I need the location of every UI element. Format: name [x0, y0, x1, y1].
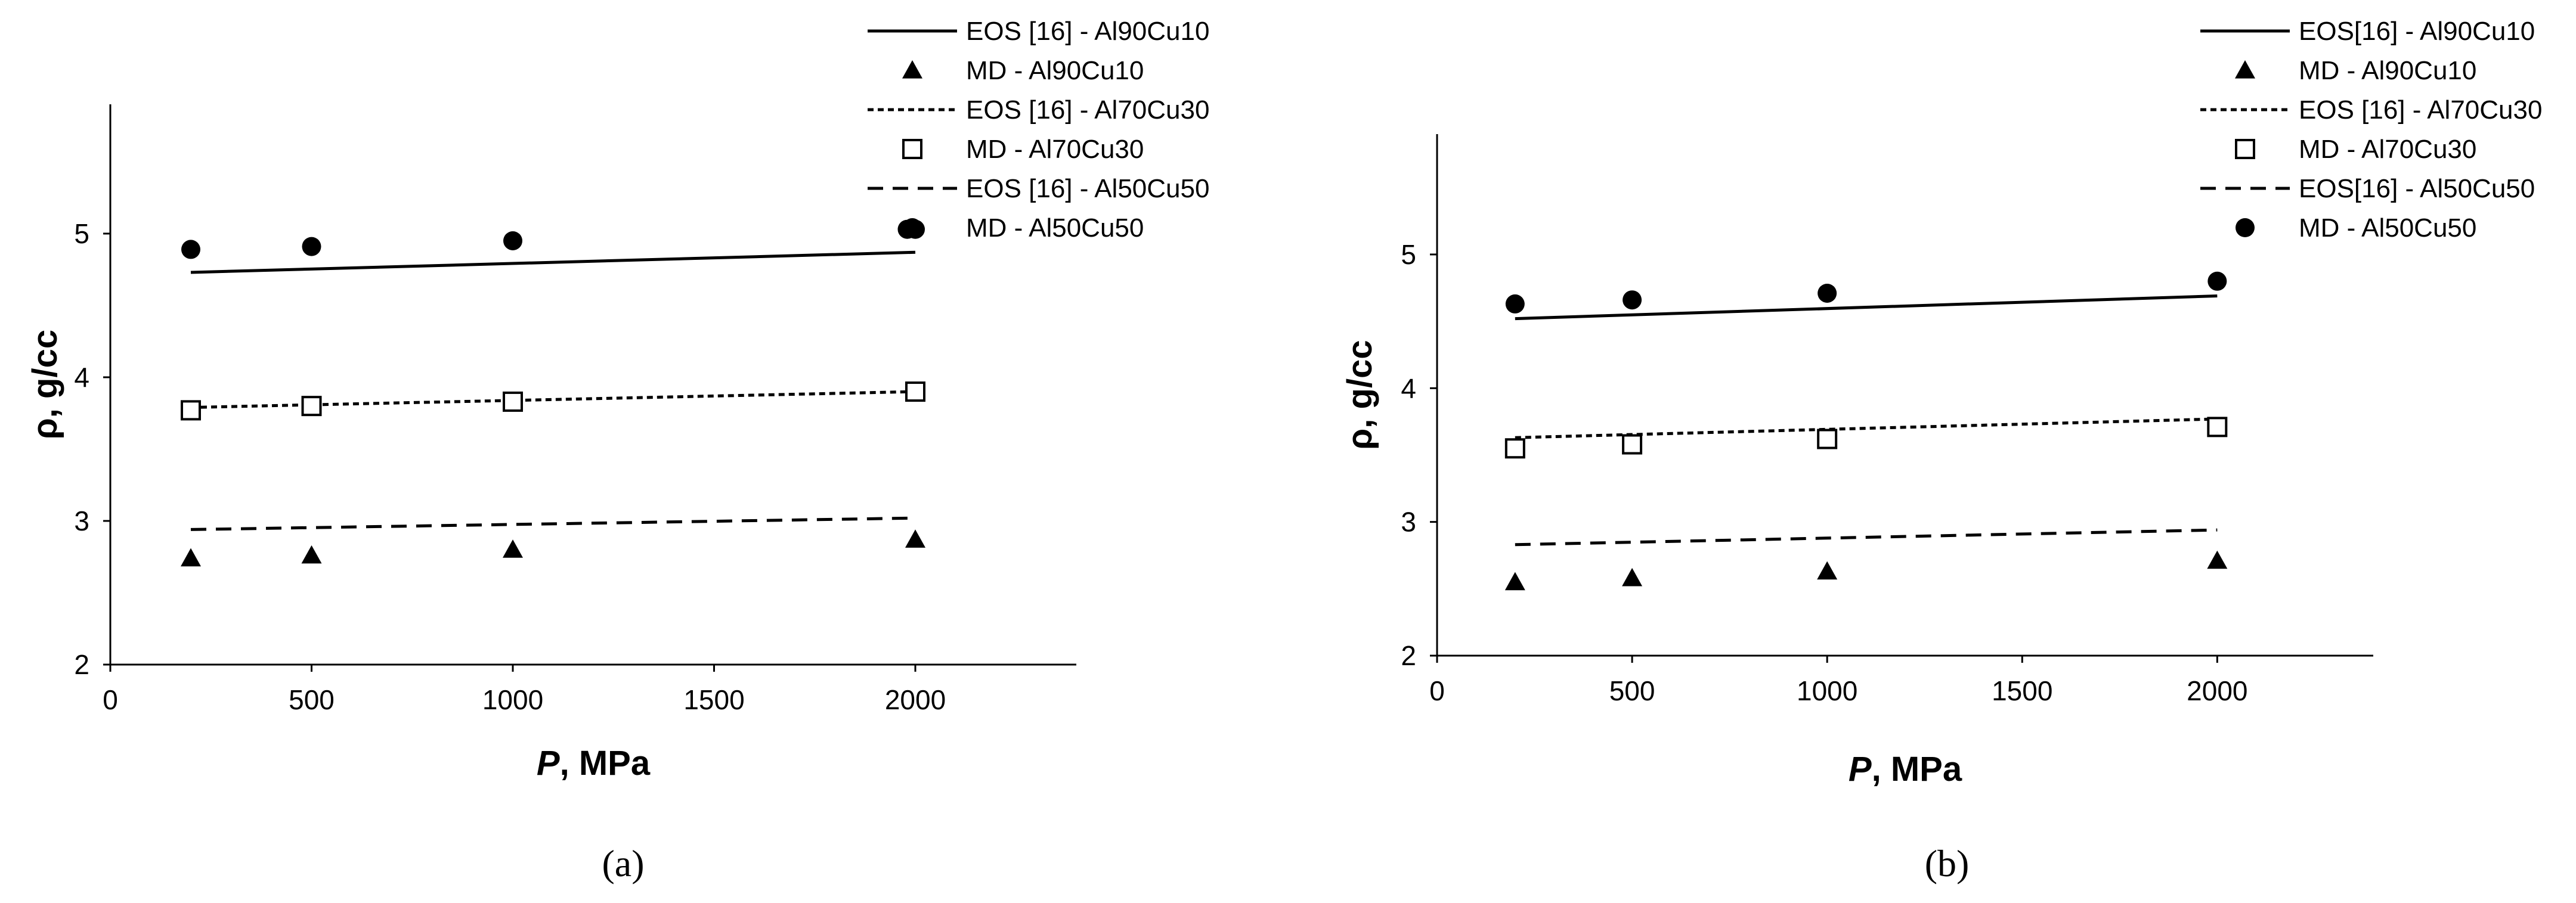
- y-tick-label: 5: [1401, 239, 1416, 270]
- x-axis-label-var: P: [537, 744, 560, 783]
- x-axis-label-unit: , MPa: [1872, 750, 1962, 789]
- legend-marker-3: [902, 139, 922, 159]
- axes: 0 500 1000 1500 2000 2 3 4 5: [1401, 134, 2373, 706]
- y-axis-label-wrap: ρ, g/cc: [26, 330, 64, 439]
- legend-marker-1: [2235, 60, 2255, 79]
- series-2-line: [190, 390, 916, 409]
- legend-label-2: EOS [16] - Al70Cu30: [966, 95, 1209, 125]
- chart-panel-b: 0 500 1000 1500 2000 2 3 4 5 ρ, g/cc P, MPa EOS[…: [1340, 17, 2542, 885]
- series-1-point: [2207, 550, 2228, 569]
- caption: (a): [602, 842, 644, 885]
- legend-label-4: EOS [16] - Al50Cu50: [966, 174, 1209, 203]
- series-0-line: [1515, 294, 2218, 321]
- legend: EOS [16] - Al90Cu10 MD - Al90Cu10 EOS [16]…: [868, 17, 1209, 243]
- series-1-point: [1504, 572, 1525, 591]
- series-3-point: [905, 381, 925, 402]
- y-tick-label: 3: [1401, 507, 1416, 538]
- series-5-point: [1623, 290, 1642, 310]
- y-axis-label: ρ, g/cc: [26, 330, 64, 439]
- legend-label-3: MD - Al70Cu30: [2299, 135, 2476, 164]
- series-4-line: [190, 516, 916, 531]
- series-5-point: [503, 231, 522, 250]
- x-tick-label: 1000: [1797, 675, 1857, 706]
- chart-marks: [181, 219, 925, 567]
- legend-label-2: EOS [16] - Al70Cu30: [2299, 95, 2542, 125]
- series-3-point: [2207, 417, 2228, 437]
- y-axis-label: ρ, g/cc: [1340, 340, 1379, 449]
- x-axis-label-unit: , MPa: [560, 744, 651, 783]
- series-3-point: [503, 391, 523, 412]
- x-tick-label: 1000: [482, 684, 543, 715]
- series-5-point: [302, 237, 321, 256]
- series-5-point: [2207, 271, 2227, 291]
- y-tick-label: 5: [74, 218, 89, 249]
- caption: (b): [1925, 842, 1970, 885]
- chart-marks: [1504, 271, 2228, 591]
- series-5-point: [1818, 283, 1837, 303]
- y-tick-label: 2: [74, 649, 89, 680]
- y-axis-label-wrap: ρ, g/cc: [1340, 340, 1379, 449]
- series-0-line: [190, 250, 916, 274]
- series-4-line: [1515, 528, 2218, 547]
- legend-label-5: MD - Al50Cu50: [2299, 213, 2476, 243]
- series-3-point: [1817, 429, 1838, 449]
- x-tick-label: 2000: [2187, 675, 2247, 706]
- x-tick-label: 500: [1609, 675, 1655, 706]
- legend-marker-5: [903, 218, 922, 237]
- x-tick-label: 2000: [885, 684, 946, 715]
- legend-marker-5: [2236, 218, 2255, 237]
- x-axis-label: P, MPa: [1849, 750, 1962, 789]
- y-tick-label: 3: [74, 505, 89, 536]
- series-3-point: [1622, 434, 1643, 455]
- series-3-point: [181, 400, 201, 421]
- x-axis-label: P, MPa: [537, 744, 651, 783]
- legend-label-0: EOS[16] - Al90Cu10: [2299, 17, 2535, 46]
- y-tick-label: 4: [74, 362, 89, 393]
- legend-label-1: MD - Al90Cu10: [966, 56, 1144, 85]
- series-1-point: [181, 548, 201, 567]
- x-tick-label: 1500: [1992, 675, 2052, 706]
- legend-label-0: EOS [16] - Al90Cu10: [966, 17, 1209, 46]
- legend-label-5: MD - Al50Cu50: [966, 213, 1144, 243]
- x-tick-label: 0: [103, 684, 118, 715]
- y-tick-label: 4: [1401, 373, 1416, 404]
- legend-label-3: MD - Al70Cu30: [966, 135, 1144, 164]
- series-3-point: [301, 396, 322, 417]
- series-1-point: [301, 545, 322, 564]
- series-3-point: [1504, 438, 1525, 459]
- x-axis-label-var: P: [1849, 750, 1872, 789]
- series-5-point: [1505, 294, 1525, 314]
- series-1-point: [503, 539, 523, 558]
- series-1-point: [1622, 567, 1643, 587]
- legend-marker-1: [902, 60, 922, 79]
- series-1-point: [1817, 561, 1838, 580]
- legend-label-1: MD - Al90Cu10: [2299, 56, 2476, 85]
- y-tick-label: 2: [1401, 640, 1416, 671]
- chart-panel-a: 0 500 1000 1500 2000 2 3 4 5 ρ, g/cc P, MPa EOS …: [26, 17, 1209, 885]
- axes: 0 500 1000 1500 2000 2 3 4 5: [74, 104, 1076, 715]
- legend-marker-3: [2235, 139, 2255, 159]
- series-5-point: [181, 240, 200, 259]
- x-tick-label: 0: [1429, 675, 1445, 706]
- legend: EOS[16] - Al90Cu10 MD - Al90Cu10 EOS [16] …: [2200, 17, 2542, 243]
- series-1-point: [905, 529, 925, 548]
- x-tick-label: 500: [289, 684, 335, 715]
- x-tick-label: 1500: [683, 684, 744, 715]
- legend-label-4: EOS[16] - Al50Cu50: [2299, 174, 2535, 203]
